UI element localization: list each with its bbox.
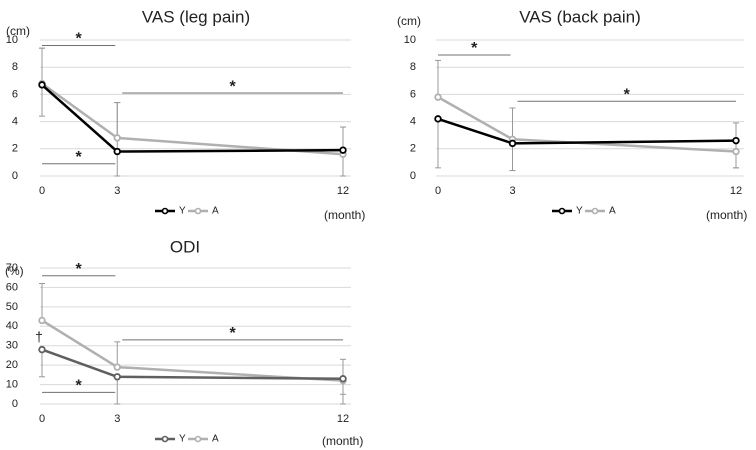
legend-marker-Y: [161, 435, 169, 443]
chart-title: VAS (leg pain): [142, 7, 250, 26]
legend-marker-Y: [161, 207, 169, 215]
y-tick-label: 8: [410, 61, 416, 73]
x-tick-label: 0: [435, 185, 441, 197]
data-point-Y: [732, 136, 740, 145]
x-tick-label: 12: [337, 185, 349, 197]
legend-marker-A: [194, 207, 202, 215]
y-tick-label: 70: [6, 262, 18, 274]
y-tick-label: 8: [12, 61, 18, 73]
legend-label-A: A: [212, 206, 219, 217]
data-point-A: [732, 147, 740, 156]
series-line-A: [41, 319, 344, 382]
x-tick-label: 3: [509, 185, 515, 197]
significance-star: *: [76, 261, 83, 278]
legend-label-Y: Y: [576, 206, 583, 217]
y-tick-label: 20: [6, 359, 18, 371]
chart-title: VAS (back pain): [519, 7, 641, 26]
x-axis-unit-label: (month): [322, 434, 363, 448]
legend-label-Y: Y: [179, 206, 186, 217]
data-point-Y: [113, 147, 121, 156]
y-axis-unit-label: (cm): [397, 14, 421, 28]
y-tick-label: 10: [6, 378, 18, 390]
y-tick-label: 6: [12, 88, 18, 100]
y-tick-label: 2: [410, 143, 416, 155]
x-tick-label: 12: [337, 413, 349, 425]
significance-star: *: [471, 40, 478, 57]
y-tick-label: 30: [6, 340, 18, 352]
y-axis-unit-label: (%): [5, 264, 24, 278]
y-tick-label: 10: [404, 34, 416, 46]
x-tick-label: 12: [730, 185, 742, 197]
legend-label-A: A: [212, 434, 219, 445]
x-tick-label: 3: [114, 413, 120, 425]
y-tick-label: 4: [12, 116, 18, 128]
x-tick-label: 0: [39, 185, 45, 197]
y-tick-label: 2: [12, 143, 18, 155]
y-axis-unit-label: (cm): [6, 24, 30, 38]
chart-vas-back: VAS (back pain) (cm) 0 2 4 6 8 10 0 3 12 (month) * * Y…: [397, 7, 747, 222]
data-point-Y: [113, 373, 121, 381]
significance-star: *: [76, 378, 83, 395]
significance-star: *: [76, 31, 83, 48]
x-tick-label: 3: [114, 185, 120, 197]
data-point-A: [113, 134, 121, 142]
annotation-dagger: †: [35, 329, 43, 345]
y-tick-label: 4: [410, 116, 416, 128]
legend-marker-A: [194, 435, 202, 443]
series-line-Y: [41, 348, 344, 380]
chart-vas-leg: VAS (leg pain) (cm) 0 2 4 6 8 10 0 3 12 (month) * * * Y…: [6, 7, 366, 222]
y-tick-label: 50: [6, 301, 18, 313]
legend-marker-Y: [558, 207, 566, 215]
y-tick-label: 10: [6, 34, 18, 46]
legend-label-A: A: [609, 206, 616, 217]
data-point-A: [38, 316, 46, 325]
x-axis-unit-label: (month): [324, 208, 365, 222]
y-tick-label: 0: [12, 398, 18, 410]
data-point-Y: [38, 345, 46, 354]
y-tick-label: 60: [6, 281, 18, 293]
y-tick-label: 40: [6, 320, 18, 332]
x-axis-unit-label: (month): [706, 208, 747, 222]
data-point-Y: [508, 139, 517, 148]
chart-title: ODI: [170, 237, 200, 256]
data-point-A: [434, 93, 442, 101]
data-point-Y: [339, 146, 347, 154]
legend-label-Y: Y: [179, 434, 186, 445]
data-point-A: [113, 363, 121, 371]
data-point-Y: [434, 115, 442, 123]
data-point-Y: [339, 375, 347, 383]
y-tick-label: 0: [12, 170, 18, 182]
y-tick-label: 6: [410, 88, 416, 100]
legend-marker-A: [591, 207, 599, 215]
significance-star: *: [624, 86, 631, 103]
significance-star: *: [76, 149, 83, 166]
y-tick-label: 0: [410, 170, 416, 182]
data-point-Y: [38, 81, 46, 89]
significance-star: *: [230, 325, 237, 342]
x-tick-label: 0: [39, 413, 45, 425]
significance-star: *: [230, 78, 237, 95]
